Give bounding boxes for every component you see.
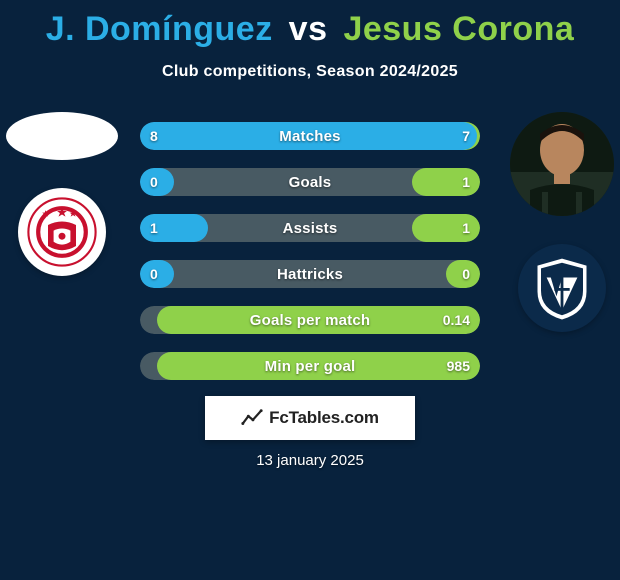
bar-value-right: 7 <box>452 122 480 150</box>
player2-crest <box>518 244 606 332</box>
bar-value-right: 985 <box>437 352 480 380</box>
subtitle: Club competitions, Season 2024/2025 <box>0 63 620 81</box>
title-player1: J. Domínguez <box>46 10 273 48</box>
stat-bar: Assists1 1 <box>140 214 480 242</box>
badge-text: FcTables.com <box>269 408 379 428</box>
stat-bar: Min per goal985 <box>140 352 480 380</box>
bar-value-right: 0 <box>452 260 480 288</box>
stat-bars: Matches87Goals01Assists11Hattricks00Goal… <box>140 122 480 380</box>
stat-bar: Goals per match0.14 <box>140 306 480 334</box>
bar-value-right: 1 <box>452 214 480 242</box>
crest-left-icon <box>27 197 97 267</box>
bar-label: Goals <box>140 168 480 196</box>
player2-face-icon <box>510 112 614 216</box>
chart-icon <box>241 407 263 429</box>
bar-value-right: 0.14 <box>433 306 480 334</box>
bar-label: Hattricks <box>140 260 480 288</box>
crest-right-icon <box>527 253 597 323</box>
fctables-badge: FcTables.com <box>205 396 415 440</box>
bar-value-left <box>140 306 160 334</box>
bar-value-left: 0 <box>140 260 168 288</box>
bar-value-left: 0 <box>140 168 168 196</box>
title-player2: Jesus Corona <box>343 10 574 48</box>
bar-value-left <box>140 352 160 380</box>
bar-value-right: 1 <box>452 168 480 196</box>
bar-label: Min per goal <box>140 352 480 380</box>
player2-avatar <box>510 112 614 216</box>
bar-value-left: 8 <box>140 122 168 150</box>
bar-label: Goals per match <box>140 306 480 334</box>
title-vs: vs <box>289 10 328 48</box>
player1-avatar <box>6 112 118 160</box>
page-title: J. Domínguez vs Jesus Corona <box>0 0 620 49</box>
content-root: J. Domínguez vs Jesus Corona Club compet… <box>0 0 620 580</box>
bar-label: Assists <box>140 214 480 242</box>
left-avatar-column <box>6 112 118 276</box>
stat-bar: Hattricks0 0 <box>140 260 480 288</box>
bar-label: Matches <box>140 122 480 150</box>
date-text: 13 january 2025 <box>256 452 364 469</box>
bar-value-left: 1 <box>140 214 168 242</box>
stat-bar: Matches8 7 <box>140 122 480 150</box>
right-avatar-column <box>510 112 614 332</box>
player1-crest <box>18 188 106 276</box>
stat-bar: Goals0 1 <box>140 168 480 196</box>
